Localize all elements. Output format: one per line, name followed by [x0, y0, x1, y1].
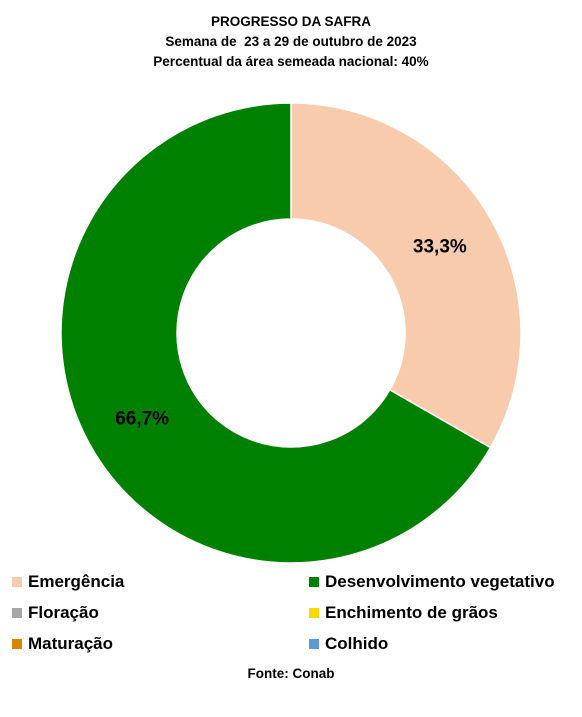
legend-label-maturacao: Maturação: [28, 634, 114, 653]
data-label-desenvolvimento-vegetativo: 66,7%: [115, 409, 169, 430]
legend-item-maturacao: Maturação: [12, 634, 113, 654]
legend-swatch-floracao: [12, 608, 22, 618]
legend-label-enchimento-de-graos: Enchimento de grãos: [325, 603, 498, 622]
legend-item-desenvolvimento-vegetativo: Desenvolvimento vegetativo: [309, 572, 555, 592]
chart-source: Fonte: Conab: [247, 666, 335, 681]
legend-item-enchimento-de-graos: Enchimento de grãos: [309, 603, 498, 623]
legend-label-emergencia: Emergência: [28, 572, 125, 591]
chart-title-block: PROGRESSO DA SAFRA Semana de 23 a 29 de …: [0, 12, 582, 72]
chart-subtitle-week: Semana de 23 a 29 de outubro de 2023: [165, 34, 417, 49]
legend-label-colhido: Colhido: [325, 634, 389, 653]
legend-item-emergencia: Emergência: [12, 572, 124, 592]
legend-swatch-desenvolvimento-vegetativo: [309, 577, 319, 587]
data-label-emergencia: 33,3%: [413, 236, 467, 257]
legend-swatch-maturacao: [12, 639, 22, 649]
chart-title: PROGRESSO DA SAFRA: [210, 14, 372, 29]
donut-slice-desenvolvimento-vegetativo: [60, 102, 492, 564]
legend-item-floracao: Floração: [12, 603, 99, 623]
legend-item-colhido: Colhido: [309, 634, 388, 654]
legend-swatch-colhido: [309, 639, 319, 649]
legend-label-desenvolvimento-vegetativo: Desenvolvimento vegetativo: [325, 572, 555, 591]
donut-slice-emergencia: [290, 102, 522, 449]
legend-swatch-emergencia: [12, 577, 22, 587]
chart-subtitle-area: Percentual da área semeada nacional: 40%: [153, 54, 429, 69]
legend-label-floracao: Floração: [28, 603, 99, 622]
legend-swatch-enchimento-de-graos: [309, 608, 319, 618]
